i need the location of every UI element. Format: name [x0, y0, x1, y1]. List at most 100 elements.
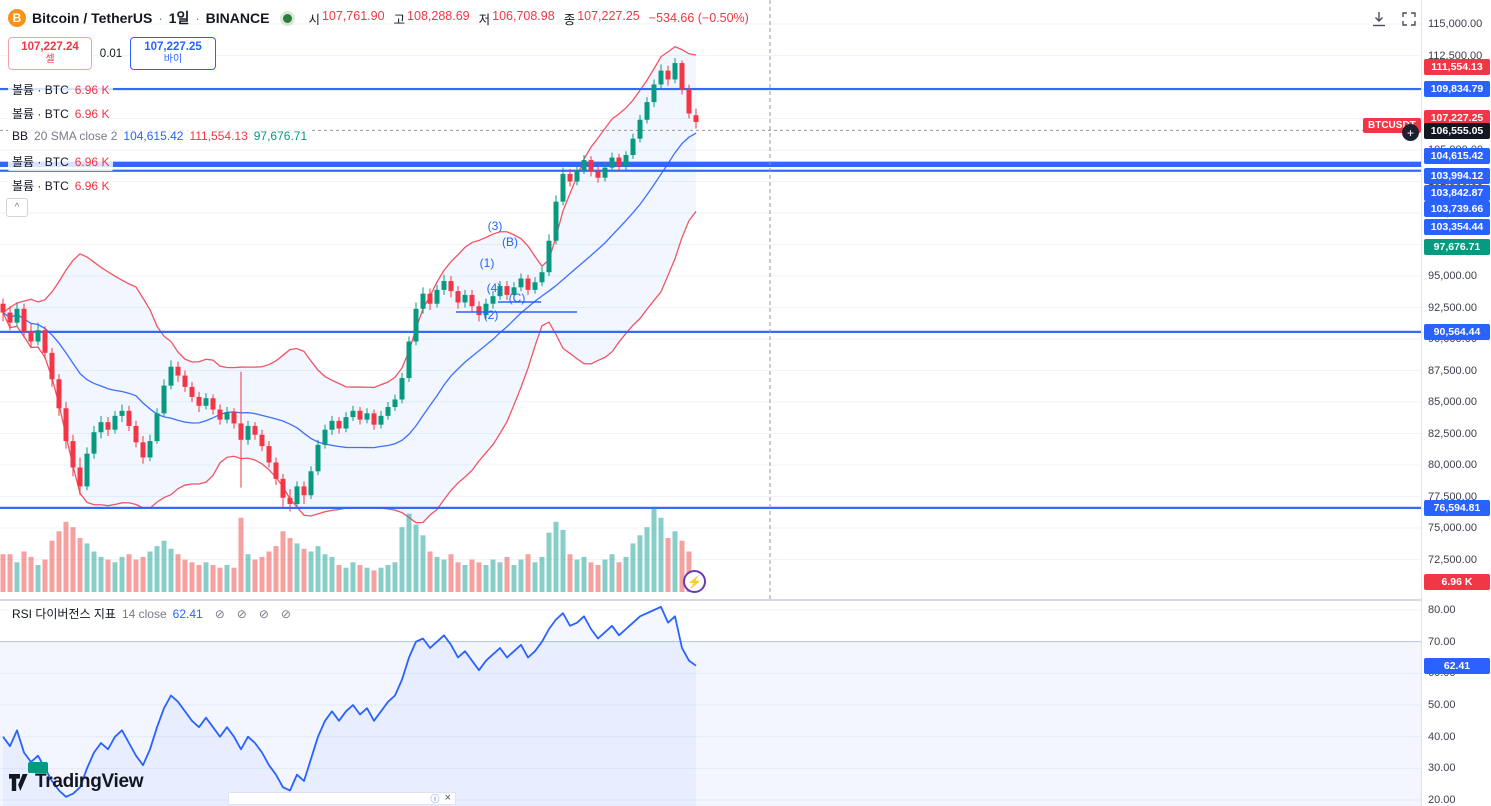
price-tick-label: 115,000.00 — [1428, 18, 1483, 30]
bb-lower-value: 97,676.71 — [253, 129, 308, 143]
trade-panel: 107,227.24 셀 0.01 107,227.25 바이 — [8, 37, 216, 70]
tradingview-logo-icon — [9, 773, 28, 791]
wave-label: (4) — [487, 281, 502, 295]
rsi-tick-label: 50.00 — [1428, 699, 1456, 711]
price-chart-canvas[interactable]: (3) (B) (1) (4) (C) (2) — [0, 0, 1421, 806]
low-value: 106,708.98 — [492, 8, 555, 23]
hide-icon[interactable]: ⊘ — [280, 606, 291, 621]
grid-layer — [0, 23, 1421, 801]
rsi-tick-label: 70.00 — [1428, 635, 1456, 648]
sell-price: 107,227.24 — [21, 41, 79, 54]
ad-banner: ⓘ × — [228, 792, 456, 805]
legend-volume-2[interactable]: 볼륨 · BTC 6.96 K — [8, 104, 114, 123]
lightning-icon[interactable]: ⚡ — [683, 570, 706, 593]
legend-volume-3[interactable]: 볼륨 · BTC 6.96 K — [8, 152, 114, 171]
hide-icon[interactable]: ⊘ — [214, 606, 225, 621]
legend-title: RSI 다이버전스 지표 — [12, 607, 116, 621]
legend-title: 볼륨 · BTC — [12, 83, 69, 97]
price-badge: 103,994.12 — [1424, 168, 1490, 184]
price-badge: 90,564.44 — [1424, 324, 1490, 340]
close-value: 107,227.25 — [577, 8, 640, 23]
symbol-title[interactable]: Bitcoin / TetherUS — [32, 10, 153, 26]
legend-title: 볼륨 · BTC — [12, 107, 69, 121]
price-tick-label: 85,000.00 — [1428, 396, 1477, 408]
sell-label: 셀 — [45, 54, 55, 66]
legend-params: 14 close — [121, 606, 167, 621]
go-to-realtime-badge[interactable] — [28, 762, 48, 773]
legend-rsi[interactable]: RSI 다이버전스 지표 14 close 62.41 ⊘ ⊘ ⊘ ⊘ — [8, 604, 295, 623]
buy-button[interactable]: 107,227.25 바이 — [130, 37, 216, 70]
separator-dot: · — [195, 10, 200, 26]
legend-title: 볼륨 · BTC — [12, 155, 69, 169]
candles-layer — [0, 58, 699, 512]
price-scale[interactable]: 115,000.00112,500.00110,000.00107,500.00… — [1421, 0, 1491, 806]
wave-label: (B) — [502, 235, 518, 249]
legend-params: 20 SMA close 2 — [34, 129, 118, 143]
header-actions — [1368, 8, 1420, 30]
price-tick-label: 72,500.00 — [1428, 553, 1477, 566]
exchange-name[interactable]: BINANCE — [205, 10, 270, 26]
rsi-tick-label: 80.00 — [1428, 604, 1456, 616]
price-tick-label: 87,500.00 — [1428, 364, 1477, 377]
price-badge: 104,615.42 — [1424, 148, 1490, 164]
rsi-layer — [2, 605, 697, 806]
hide-icon[interactable]: ⊘ — [258, 606, 269, 621]
rsi-tick-label: 30.00 — [1428, 762, 1456, 775]
change-value: −534.66 (−0.50%) — [648, 11, 749, 25]
price-badge: 106,555.05 — [1424, 123, 1490, 139]
price-tick-label: 77,500.00 — [1428, 490, 1477, 503]
ad-close-icon[interactable]: × — [444, 792, 451, 804]
legend-value: 6.96 K — [74, 178, 110, 193]
high-value: 108,288.69 — [407, 8, 470, 23]
legend-volume-1[interactable]: 볼륨 · BTC 6.96 K — [8, 80, 114, 99]
volume-layer — [0, 508, 699, 592]
rsi-band-layer — [0, 641, 1421, 806]
price-badge: 62.41 — [1424, 658, 1490, 674]
rsi-tick-label: 40.00 — [1428, 730, 1456, 743]
collapse-legends-button[interactable]: ^ — [6, 198, 28, 217]
legend-value: 6.96 K — [74, 106, 110, 121]
price-badge: 76,594.81 — [1424, 500, 1490, 516]
price-badge: 111,554.13 — [1424, 59, 1490, 75]
price-badge: 97,676.71 — [1424, 239, 1490, 255]
buy-price: 107,227.25 — [144, 41, 202, 54]
tradingview-wordmark: TradingView — [35, 771, 144, 792]
ad-info-icon[interactable]: ⓘ — [430, 794, 440, 804]
download-icon[interactable] — [1368, 8, 1390, 30]
price-badge: 103,739.66 — [1424, 201, 1490, 217]
bb-upper-value: 111,554.13 — [189, 129, 248, 143]
price-badge: 109,834.79 — [1424, 81, 1490, 97]
chart-header: B Bitcoin / TetherUS · 1일 · BINANCE 시 107… — [0, 0, 749, 36]
rsi-tick-label: 20.00 — [1428, 794, 1456, 806]
hide-icon[interactable]: ⊘ — [236, 606, 247, 621]
price-tick-label: 75,000.00 — [1428, 522, 1477, 534]
price-badge: 6.96 K — [1424, 574, 1490, 590]
legend-value: 6.96 K — [74, 82, 110, 97]
price-tick-label: 82,500.00 — [1428, 427, 1477, 440]
wave-label: (3) — [488, 219, 503, 233]
legend-volume-4[interactable]: 볼륨 · BTC 6.96 K — [8, 176, 114, 195]
close-label: 종 — [563, 12, 576, 27]
bb-basis-value: 104,615.42 — [123, 129, 184, 143]
wave-label: (2) — [484, 308, 499, 322]
fullscreen-icon[interactable] — [1398, 8, 1420, 30]
price-badge: 103,354.44 — [1424, 219, 1490, 235]
bitcoin-icon: B — [8, 9, 26, 27]
add-alert-icon[interactable]: + — [1402, 124, 1419, 141]
legend-bollinger[interactable]: BB 20 SMA close 2 104,615.42 111,554.13 … — [8, 128, 312, 144]
sell-button[interactable]: 107,227.24 셀 — [8, 37, 92, 70]
quantity-field[interactable]: 0.01 — [99, 47, 123, 60]
horizontal-lines-layer — [0, 87, 1421, 510]
low-label: 저 — [478, 12, 491, 27]
market-status-dot[interactable] — [283, 13, 293, 23]
tradingview-logo[interactable]: TradingView — [8, 771, 144, 793]
buy-label: 바이 — [163, 54, 183, 66]
price-badge: 107,227.25 — [1424, 110, 1490, 126]
rsi-value: 62.41 — [172, 606, 203, 621]
ohlc-readout: 시 107,761.90 고 108,288.69 저 106,708.98 종 107… — [308, 9, 748, 28]
legend-title: BB — [12, 129, 29, 143]
interval-selector[interactable]: 1일 — [168, 10, 190, 26]
price-tick-label: 112,500.00 — [1428, 49, 1483, 62]
high-label: 고 — [393, 12, 406, 27]
